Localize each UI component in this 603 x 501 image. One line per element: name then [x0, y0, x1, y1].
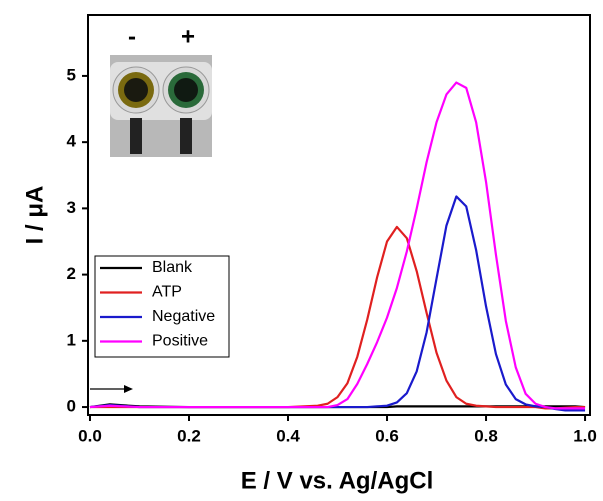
plot-frame: [87, 14, 591, 416]
electrode: [130, 118, 142, 154]
y-tick-label: 0: [67, 397, 76, 416]
y-tick-label: 3: [67, 198, 76, 217]
legend-label: ATP: [152, 284, 182, 301]
series-line: [89, 81, 586, 410]
y-axis-title: I / μA: [21, 186, 48, 245]
inset-label: +: [181, 23, 195, 50]
y-tick-label: 2: [67, 264, 76, 283]
x-tick-label: 0.0: [78, 426, 102, 445]
well-center: [174, 78, 198, 102]
scan-arrow: [90, 385, 133, 393]
x-axis-title: E / V vs. Ag/AgCl: [241, 467, 433, 494]
inset-label: -: [128, 23, 136, 50]
legend-label: Positive: [152, 333, 208, 350]
arrow-head: [124, 385, 133, 393]
y-tick-label: 5: [67, 65, 76, 84]
y-tick-label: 4: [67, 132, 77, 151]
legend-label: Negative: [152, 308, 215, 325]
inset-photo: [110, 55, 212, 157]
x-tick-label: 0.8: [474, 426, 498, 445]
electrode: [180, 118, 192, 154]
y-tick-label: 1: [67, 330, 76, 349]
legend-label: Blank: [152, 259, 193, 276]
x-tick-label: 1.0: [573, 426, 597, 445]
well-center: [124, 78, 148, 102]
x-tick-label: 0.4: [276, 426, 300, 445]
x-tick-label: 0.2: [177, 426, 201, 445]
x-tick-label: 0.6: [375, 426, 399, 445]
legend-box: [94, 255, 230, 358]
